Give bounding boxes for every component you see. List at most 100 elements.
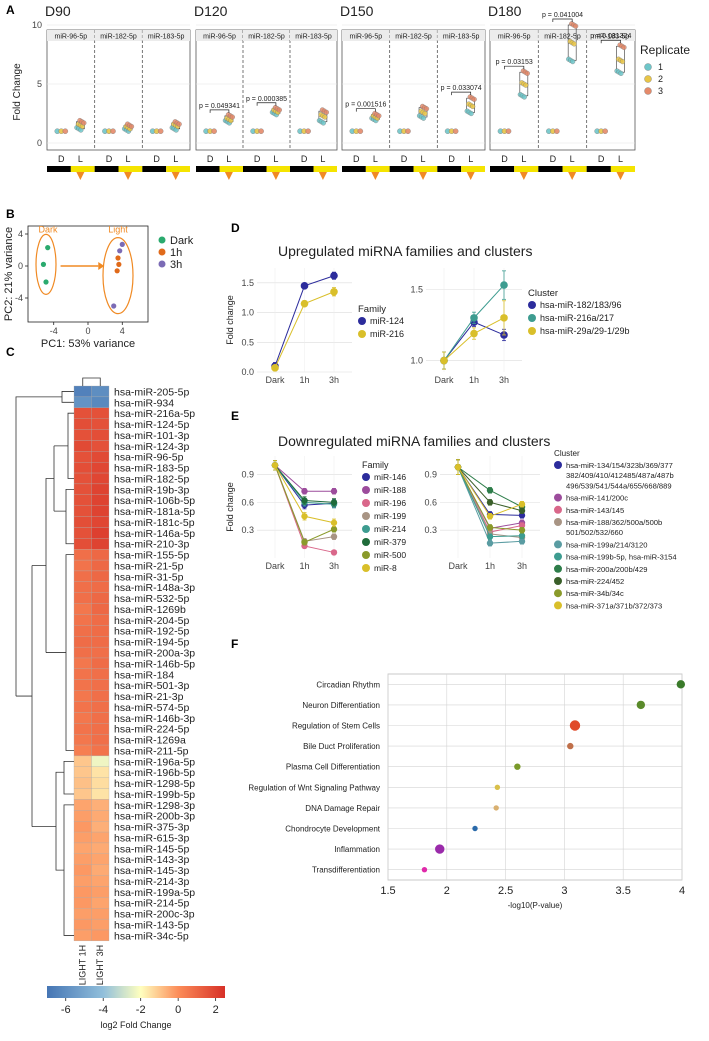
a-light-arrow: [171, 172, 180, 180]
line-legend-label: hsa-miR-143/145: [566, 506, 624, 515]
f-point: [494, 784, 501, 790]
line-legend-label: hsa-miR-200a/200b/429: [566, 565, 647, 574]
c-row-label: hsa-miR-181c-5p: [114, 517, 195, 529]
panel-label-b: B: [6, 207, 15, 221]
a-point: [320, 120, 327, 126]
line-point: [518, 532, 526, 539]
a-dark-bar: [243, 166, 267, 172]
line-legend-swatch: [362, 499, 370, 507]
c-row-label: hsa-miR-19b-3p: [114, 484, 189, 496]
line-point: [470, 314, 478, 322]
a-p-value: p = 0.033074: [441, 85, 482, 92]
line-legend-label: 501/502/532/660: [566, 528, 623, 537]
a-point: [157, 128, 164, 134]
a-p-value: p = 0.001516: [345, 102, 386, 109]
c-colorbar-label: log2 Fold Change: [100, 1020, 171, 1030]
c-heat-cell: [73, 581, 92, 593]
c-heat-cell: [73, 516, 92, 528]
line-point: [486, 487, 494, 494]
a-x-label: D: [501, 154, 508, 164]
f-term-label: Circadian Rhythm: [316, 680, 380, 689]
a-x-label: D: [207, 154, 214, 164]
c-heat-cell: [91, 810, 110, 822]
line-legend-label: hsa-miR-199a/214/3120: [566, 540, 647, 549]
f-term-label: Plasma Cell Differentiation: [286, 763, 380, 772]
c-heat-cell: [91, 734, 110, 746]
a-sig-bracket: [600, 39, 621, 44]
c-heat-cell: [73, 897, 92, 909]
c-heat-cell: [73, 821, 92, 833]
a-point: [423, 106, 430, 112]
c-heat-cell: [73, 472, 92, 485]
line-x-tick: 1h: [469, 375, 479, 385]
line-point: [300, 299, 309, 308]
line-legend-title: Cluster: [528, 288, 558, 299]
panel-label-d: D: [231, 221, 240, 235]
c-colorbar-tick: -6: [61, 1004, 71, 1016]
c-heat-cell: [73, 723, 92, 735]
a-strip-bg: [490, 30, 539, 41]
a-facet-title: D180: [488, 3, 522, 19]
c-row-label: hsa-miR-214-5p: [114, 898, 189, 910]
b-plot-frame: [27, 225, 149, 323]
b-group-label: Light: [108, 224, 128, 234]
b-dark-ellipse: [35, 233, 57, 295]
a-strip-bg: [243, 30, 290, 41]
a-sig-bracket: [552, 18, 573, 22]
b-y-tick: 0: [18, 261, 23, 271]
f-point: [514, 763, 521, 770]
c-heat-cell: [91, 668, 110, 680]
c-heat-cell: [73, 679, 92, 691]
b-arrow-head: [98, 262, 105, 270]
b-x-tick: 0: [85, 326, 90, 336]
c-heat-cell: [73, 407, 92, 419]
f-point: [636, 700, 646, 710]
a-x-label: D: [598, 154, 605, 164]
a-sig-bracket: [209, 109, 230, 113]
c-row-label: hsa-miR-1298-5p: [114, 778, 195, 790]
line-point: [454, 463, 462, 471]
a-x-label: D: [301, 154, 308, 164]
c-heat-cell: [91, 494, 110, 506]
a-point: [405, 128, 411, 134]
c-heat-cell: [91, 603, 110, 615]
a-x-label: D: [448, 154, 455, 164]
c-col-label: LIGHT 1H: [78, 945, 88, 985]
c-heat-cell: [91, 853, 110, 865]
c-heat-cell: [73, 788, 92, 800]
a-light-arrow: [271, 172, 280, 180]
line-y-tick: 0.6: [241, 497, 254, 507]
a-strip-label: miR-96-5p: [54, 34, 87, 41]
f-term-label: DNA Damage Repair: [305, 804, 380, 813]
a-point: [619, 58, 626, 65]
a-facet-frame: [341, 29, 486, 151]
line-point: [486, 539, 494, 547]
f-point: [676, 680, 686, 689]
c-row-label: hsa-miR-199a-5p: [114, 887, 195, 899]
line-y-tick: 1.0: [241, 308, 254, 318]
line-legend-swatch: [362, 551, 370, 559]
c-row-label: hsa-miR-196b-5p: [114, 767, 195, 779]
f-point: [493, 805, 499, 811]
line-x-tick: 3h: [499, 375, 509, 385]
a-x-label: L: [521, 154, 526, 164]
c-colorbar-tick: 2: [213, 1004, 219, 1016]
c-heat-cell: [91, 418, 110, 430]
c-heat-cell: [91, 788, 110, 800]
a-strip-label: miR-182-5p: [100, 34, 137, 41]
a-x-label: L: [126, 154, 131, 164]
line-legend-swatch: [362, 564, 370, 572]
c-heat-cell: [73, 418, 92, 430]
c-row-label: hsa-miR-216a-5p: [114, 408, 195, 420]
line-y-tick: 1.5: [241, 278, 254, 288]
a-legend-label: 3: [658, 86, 663, 96]
line-point: [440, 356, 448, 365]
line-legend-swatch: [362, 538, 370, 546]
c-row-label: hsa-miR-146a-5p: [114, 528, 195, 540]
d-title: Upregulated miRNA families and clusters: [278, 243, 532, 259]
a-sig-bracket: [355, 108, 376, 112]
c-heat-cell: [91, 483, 110, 495]
a-point: [322, 114, 328, 120]
c-col-dendrogram: [82, 377, 101, 386]
line-legend-swatch: [554, 552, 562, 561]
